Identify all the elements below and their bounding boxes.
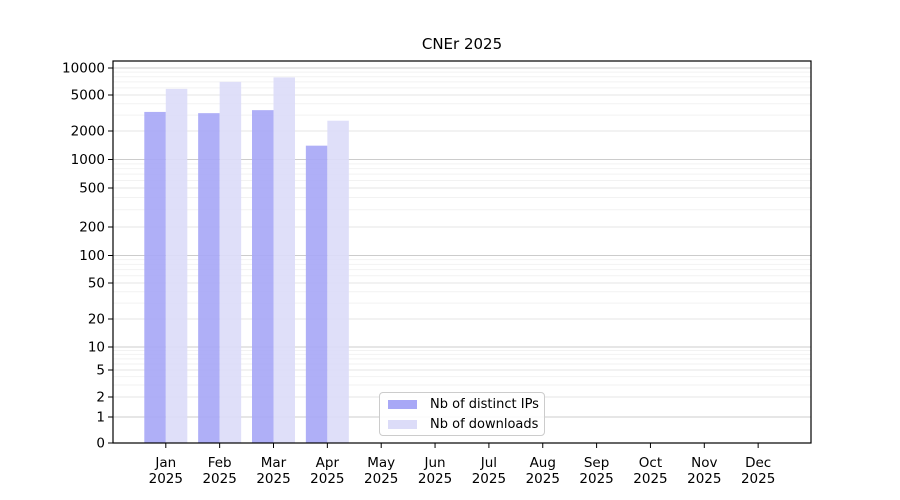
y-tick-label-2000: 2000 (71, 124, 105, 140)
x-tick-sublabel-aug: 2025 (526, 471, 560, 487)
legend-label-distinct-ips: Nb of distinct IPs (430, 396, 539, 412)
y-tick-label-10000: 10000 (62, 61, 105, 77)
legend-swatch-downloads (388, 419, 417, 429)
bar-distinct-ips-jan (144, 111, 166, 443)
x-tick-sublabel-jun: 2025 (418, 471, 452, 487)
legend-swatch-distinct-ips (388, 399, 417, 409)
x-tick-label-jul: Jul (480, 455, 497, 471)
y-tick-label-5: 5 (96, 363, 105, 379)
x-tick-sublabel-oct: 2025 (633, 471, 667, 487)
y-tick-label-20: 20 (88, 312, 105, 328)
y-tick-label-1: 1 (96, 410, 105, 426)
bar-distinct-ips-mar (252, 110, 274, 444)
x-tick-label-jun: Jun (424, 455, 446, 471)
legend-label-downloads: Nb of downloads (430, 416, 539, 432)
y-tick-label-100: 100 (79, 248, 105, 264)
y-tick-label-500: 500 (79, 181, 105, 197)
x-tick-label-aug: Aug (530, 455, 556, 471)
legend: Nb of distinct IPs Nb of downloads (379, 392, 545, 436)
bar-downloads-mar (273, 77, 295, 444)
x-tick-sublabel-dec: 2025 (741, 471, 775, 487)
y-tick-label-50: 50 (88, 276, 105, 292)
x-tick-label-dec: Dec (745, 455, 771, 471)
legend-item-distinct-ips: Nb of distinct IPs (380, 394, 544, 414)
x-tick-sublabel-sep: 2025 (579, 471, 613, 487)
bar-distinct-ips-feb (198, 113, 220, 444)
x-tick-label-may: May (367, 455, 395, 471)
x-tick-sublabel-may: 2025 (364, 471, 398, 487)
y-tick-label-2: 2 (96, 390, 105, 406)
x-tick-sublabel-feb: 2025 (202, 471, 236, 487)
legend-item-downloads: Nb of downloads (380, 414, 544, 434)
y-tick-label-1000: 1000 (71, 152, 105, 168)
y-tick-label-10: 10 (88, 340, 105, 356)
bar-downloads-jan (165, 88, 188, 443)
y-tick-label-200: 200 (79, 220, 105, 236)
y-tick-label-5000: 5000 (71, 88, 105, 104)
x-tick-sublabel-nov: 2025 (687, 471, 721, 487)
x-tick-sublabel-mar: 2025 (256, 471, 290, 487)
x-tick-sublabel-jan: 2025 (149, 471, 183, 487)
bar-downloads-feb (219, 81, 242, 443)
plot-border (112, 60, 812, 444)
x-tick-label-oct: Oct (639, 455, 662, 471)
x-tick-label-mar: Mar (261, 455, 287, 471)
x-tick-label-feb: Feb (208, 455, 232, 471)
chart-title: CNEr 2025 (421, 35, 503, 53)
x-tick-label-sep: Sep (584, 455, 609, 471)
x-tick-label-nov: Nov (691, 455, 717, 471)
x-tick-label-apr: Apr (316, 455, 340, 471)
y-tick-label-0: 0 (96, 436, 105, 452)
x-tick-sublabel-apr: 2025 (310, 471, 344, 487)
bar-distinct-ips-apr (305, 145, 328, 443)
x-tick-sublabel-jul: 2025 (472, 471, 506, 487)
x-tick-label-jan: Jan (154, 455, 176, 471)
bar-downloads-apr (327, 120, 349, 443)
